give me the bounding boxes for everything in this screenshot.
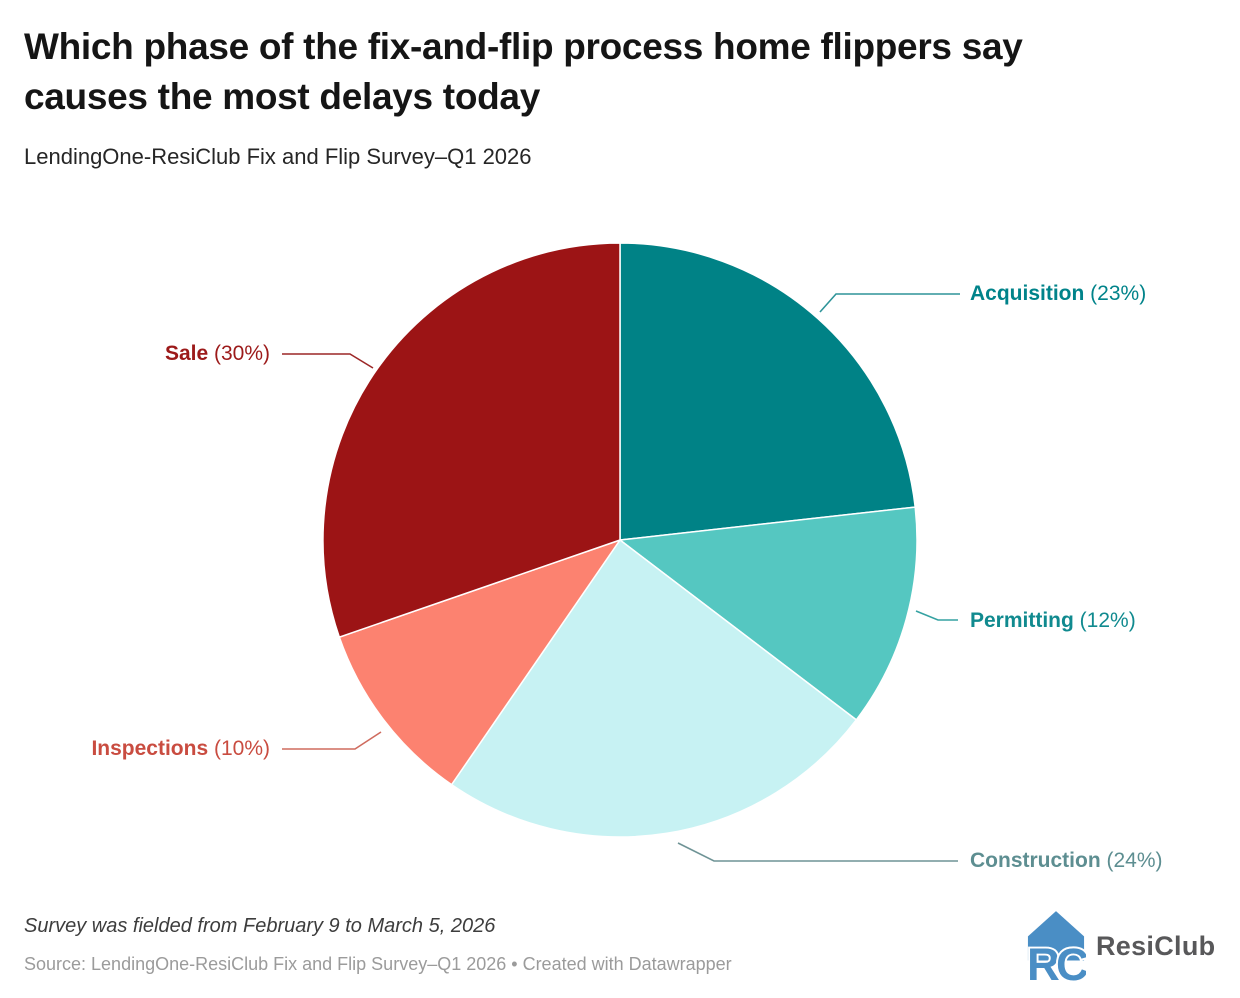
resiclub-logo: R C ResiClub — [1026, 904, 1215, 988]
pie-slice-inspections — [338, 539, 621, 786]
logo-letter-r: R — [1027, 939, 1060, 984]
leader-line-acquisition — [819, 293, 960, 313]
logo-letter-c: C — [1056, 939, 1086, 984]
resiclub-house-icon: R C — [1026, 911, 1086, 984]
leader-line-inspections — [282, 731, 382, 750]
callout-permitting: Permitting (12%) — [970, 609, 1136, 633]
logo-text: ResiClub — [1096, 930, 1216, 961]
chart-title-line-1: Which phase of the fix-and-flip process … — [24, 26, 1023, 67]
callout-inspections: Inspections (10%) — [91, 737, 270, 761]
callout-acquisition: Acquisition (23%) — [970, 282, 1146, 306]
source-line: Source: LendingOne-ResiClub Fix and Flip… — [24, 954, 732, 974]
pie-slice-sale — [322, 242, 621, 638]
pie-slice-acquisition — [619, 242, 916, 541]
leader-line-permitting — [915, 610, 958, 621]
slice-percent: (30%) — [208, 342, 270, 365]
chart-title: Which phase of the fix-and-flip process … — [24, 22, 1214, 122]
leader-line-sale — [282, 353, 374, 369]
slice-name: Inspections — [91, 737, 209, 760]
slice-percent: (12%) — [1073, 609, 1136, 632]
slice-name: Sale — [164, 342, 209, 365]
slice-name: Permitting — [970, 609, 1074, 632]
survey-note: Survey was fielded from February 9 to Ma… — [24, 915, 496, 937]
chart-title-line-2: causes the most delays today — [24, 76, 540, 117]
callout-construction: Construction (24%) — [970, 849, 1163, 873]
slice-percent: (10%) — [208, 737, 270, 760]
callout-sale: Sale (30%) — [165, 342, 270, 366]
leader-lines — [282, 293, 960, 862]
slice-percent: (24%) — [1100, 849, 1163, 872]
slice-name: Construction — [970, 849, 1101, 872]
slice-name: Acquisition — [970, 282, 1085, 305]
leader-line-construction — [677, 842, 958, 862]
pie-slice-construction — [450, 539, 858, 838]
pie-slices — [322, 242, 918, 838]
pie-slice-permitting — [619, 506, 918, 721]
slice-percent: (23%) — [1084, 282, 1147, 305]
chart-subtitle: LendingOne-ResiClub Fix and Flip Survey–… — [24, 144, 532, 169]
